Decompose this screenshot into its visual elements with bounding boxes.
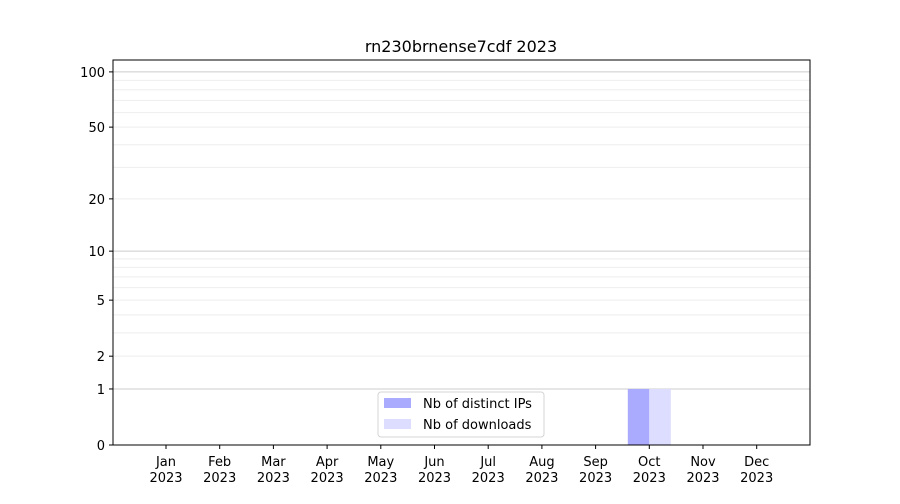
legend-swatch [384,419,411,429]
legend: Nb of distinct IPs Nb of downloads [377,391,545,438]
x-tick-label: Oct [638,455,660,470]
x-tick-label: Apr [316,455,339,470]
x-tick-label: Feb [208,455,231,470]
x-tick-label: 2023 [364,471,397,486]
x-tick-label: 2023 [418,471,451,486]
x-tick-label: Jun [423,455,444,470]
x-tick-label: 2023 [579,471,612,486]
x-tick-label: 2023 [525,471,558,486]
legend-box [377,391,545,438]
y-tick-label: 10 [88,245,105,260]
y-tick-label: 20 [88,193,105,208]
plot-frame [112,59,811,446]
y-tick-label: 1 [97,383,105,398]
x-tick-label: 2023 [633,471,666,486]
x-tick-label: 2023 [149,471,182,486]
legend-swatch [384,398,411,408]
x-tick-label: 2023 [740,471,773,486]
chart-title: rn230brnense7cdf 2023 [365,37,557,56]
x-tick-label: 2023 [203,471,236,486]
x-tick-label: Mar [261,455,286,470]
x-tick-label: 2023 [257,471,290,486]
x-tick-label: 2023 [472,471,505,486]
y-tick-label: 2 [97,350,105,365]
x-tick-label: 2023 [686,471,719,486]
bar-distinct-ips [627,388,650,445]
y-tick-label: 5 [97,294,105,309]
legend-label: Nb of downloads [423,418,532,433]
y-tick-label: 50 [88,121,105,136]
x-tick-label: Dec [744,455,769,470]
x-tick-label: Aug [529,455,554,470]
x-tick-label: 2023 [311,471,344,486]
x-tick-label: May [367,455,394,470]
x-tick-label: Jul [479,455,496,470]
y-tick-label: 0 [97,439,105,454]
x-tick-label: Jan [155,455,176,470]
legend-label: Nb of distinct IPs [423,397,532,412]
y-tick-label: 100 [80,66,105,81]
x-tick-label: Sep [583,455,608,470]
x-tick-label: Nov [690,455,716,470]
bar-downloads [649,388,671,445]
